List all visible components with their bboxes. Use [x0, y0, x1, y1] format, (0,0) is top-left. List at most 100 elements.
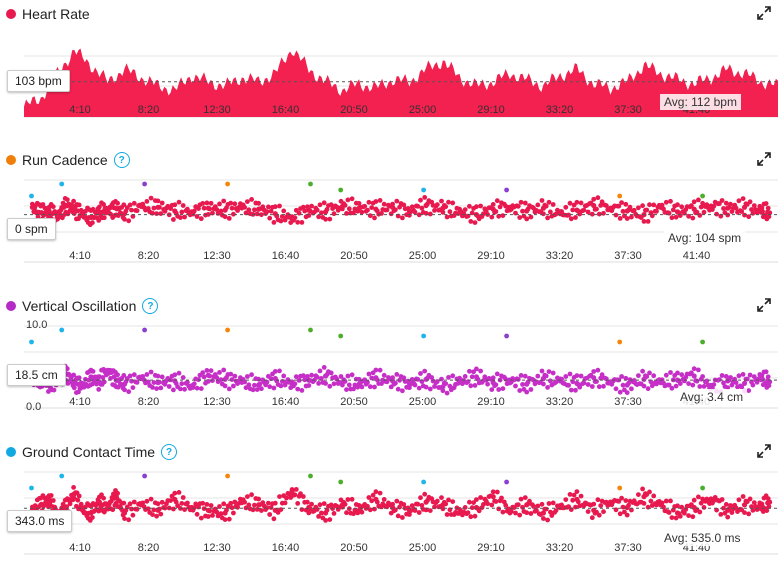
data-point [457, 510, 463, 516]
data-point [619, 374, 624, 379]
data-point [412, 382, 418, 388]
data-point [490, 375, 496, 381]
outlier-point [617, 193, 623, 199]
vertical-oscillation-chart[interactable]: 4:10 8:20 12:30 16:40 20:50 25:00 29:10 33:20 37… [0, 296, 781, 416]
data-point [696, 494, 701, 500]
expand-icon[interactable] [757, 444, 771, 458]
data-point [71, 198, 76, 204]
data-point [205, 372, 211, 378]
data-point [319, 510, 324, 516]
help-icon[interactable]: ? [142, 298, 159, 314]
data-point [534, 508, 539, 513]
x-tick-label: 4:10 [69, 396, 90, 408]
data-point [317, 368, 323, 374]
x-tick-label: 8:20 [138, 542, 159, 554]
outlier-point [59, 473, 65, 479]
data-point [658, 204, 664, 210]
data-point [200, 201, 206, 206]
ground-contact-time-chart[interactable]: 4:10 8:20 12:30 16:40 20:50 25:00 29:10 33:20 37… [0, 442, 781, 563]
data-point [708, 383, 714, 389]
data-point [528, 511, 534, 516]
data-point [673, 383, 679, 389]
data-point [641, 376, 647, 382]
x-tick-label: 33:20 [546, 542, 574, 554]
data-point [607, 499, 614, 505]
run-cadence-average: Avg: 104 spm [664, 230, 746, 246]
data-point [282, 500, 288, 506]
data-point [494, 489, 500, 495]
help-icon[interactable]: ? [113, 152, 130, 168]
data-point [419, 205, 425, 211]
data-point [309, 203, 314, 209]
data-point [763, 201, 769, 206]
data-point [129, 506, 134, 512]
data-point [469, 374, 475, 380]
data-point [96, 387, 102, 392]
data-point [101, 379, 107, 385]
expand-icon[interactable] [757, 298, 771, 312]
data-point [440, 205, 446, 211]
heart-rate-panel: Heart Rate 4:10 8:20 12:30 16:40 20:50 25:00 2… [0, 4, 781, 124]
data-point [496, 387, 502, 392]
expand-icon[interactable] [757, 152, 771, 166]
data-point [725, 507, 731, 513]
expand-icon[interactable] [757, 6, 771, 20]
data-point [648, 498, 654, 504]
data-point [406, 507, 412, 513]
data-point [673, 214, 679, 220]
help-icon[interactable]: ? [161, 444, 178, 460]
data-point [462, 207, 468, 212]
data-point [158, 511, 164, 517]
x-tick-label: 29:10 [477, 542, 505, 554]
data-point [309, 501, 314, 507]
data-point [474, 497, 479, 502]
data-point [121, 381, 128, 387]
data-point [365, 503, 370, 509]
data-point [214, 509, 220, 515]
data-point [570, 497, 576, 503]
data-point [527, 498, 532, 504]
data-point [264, 379, 270, 385]
data-point [520, 382, 525, 387]
x-tick-label: 33:20 [546, 104, 574, 116]
data-point [103, 501, 109, 507]
data-point [415, 377, 421, 382]
data-point [356, 507, 362, 513]
data-point [246, 382, 252, 388]
data-point [400, 388, 405, 394]
data-point [359, 209, 365, 215]
data-point [478, 203, 483, 209]
data-point [690, 514, 696, 520]
data-point [351, 511, 356, 517]
x-tick-label: 12:30 [203, 104, 231, 116]
data-point [531, 504, 536, 509]
data-point [138, 203, 144, 209]
data-point [126, 517, 132, 523]
data-point [228, 500, 234, 506]
data-point [373, 489, 379, 495]
data-point [651, 493, 657, 499]
data-point [201, 374, 207, 380]
data-point [528, 387, 534, 392]
data-point [390, 378, 396, 384]
data-point [471, 500, 476, 505]
data-point [193, 501, 199, 507]
data-point [439, 495, 444, 500]
data-point [550, 370, 556, 376]
data-point [549, 513, 555, 518]
data-point [539, 368, 545, 374]
data-point [741, 204, 748, 210]
data-point [356, 205, 362, 211]
data-point [651, 202, 657, 208]
data-point [71, 206, 77, 212]
data-point [589, 515, 595, 521]
data-point [317, 502, 323, 508]
data-point [546, 369, 552, 374]
run-cadence-chart[interactable]: 4:10 8:20 12:30 16:40 20:50 25:00 29:10 33:20 37… [0, 150, 781, 270]
data-point [767, 210, 773, 216]
data-point [540, 205, 547, 211]
data-point [218, 208, 224, 214]
data-point [231, 383, 236, 389]
data-point [344, 387, 349, 392]
data-point [256, 376, 261, 382]
